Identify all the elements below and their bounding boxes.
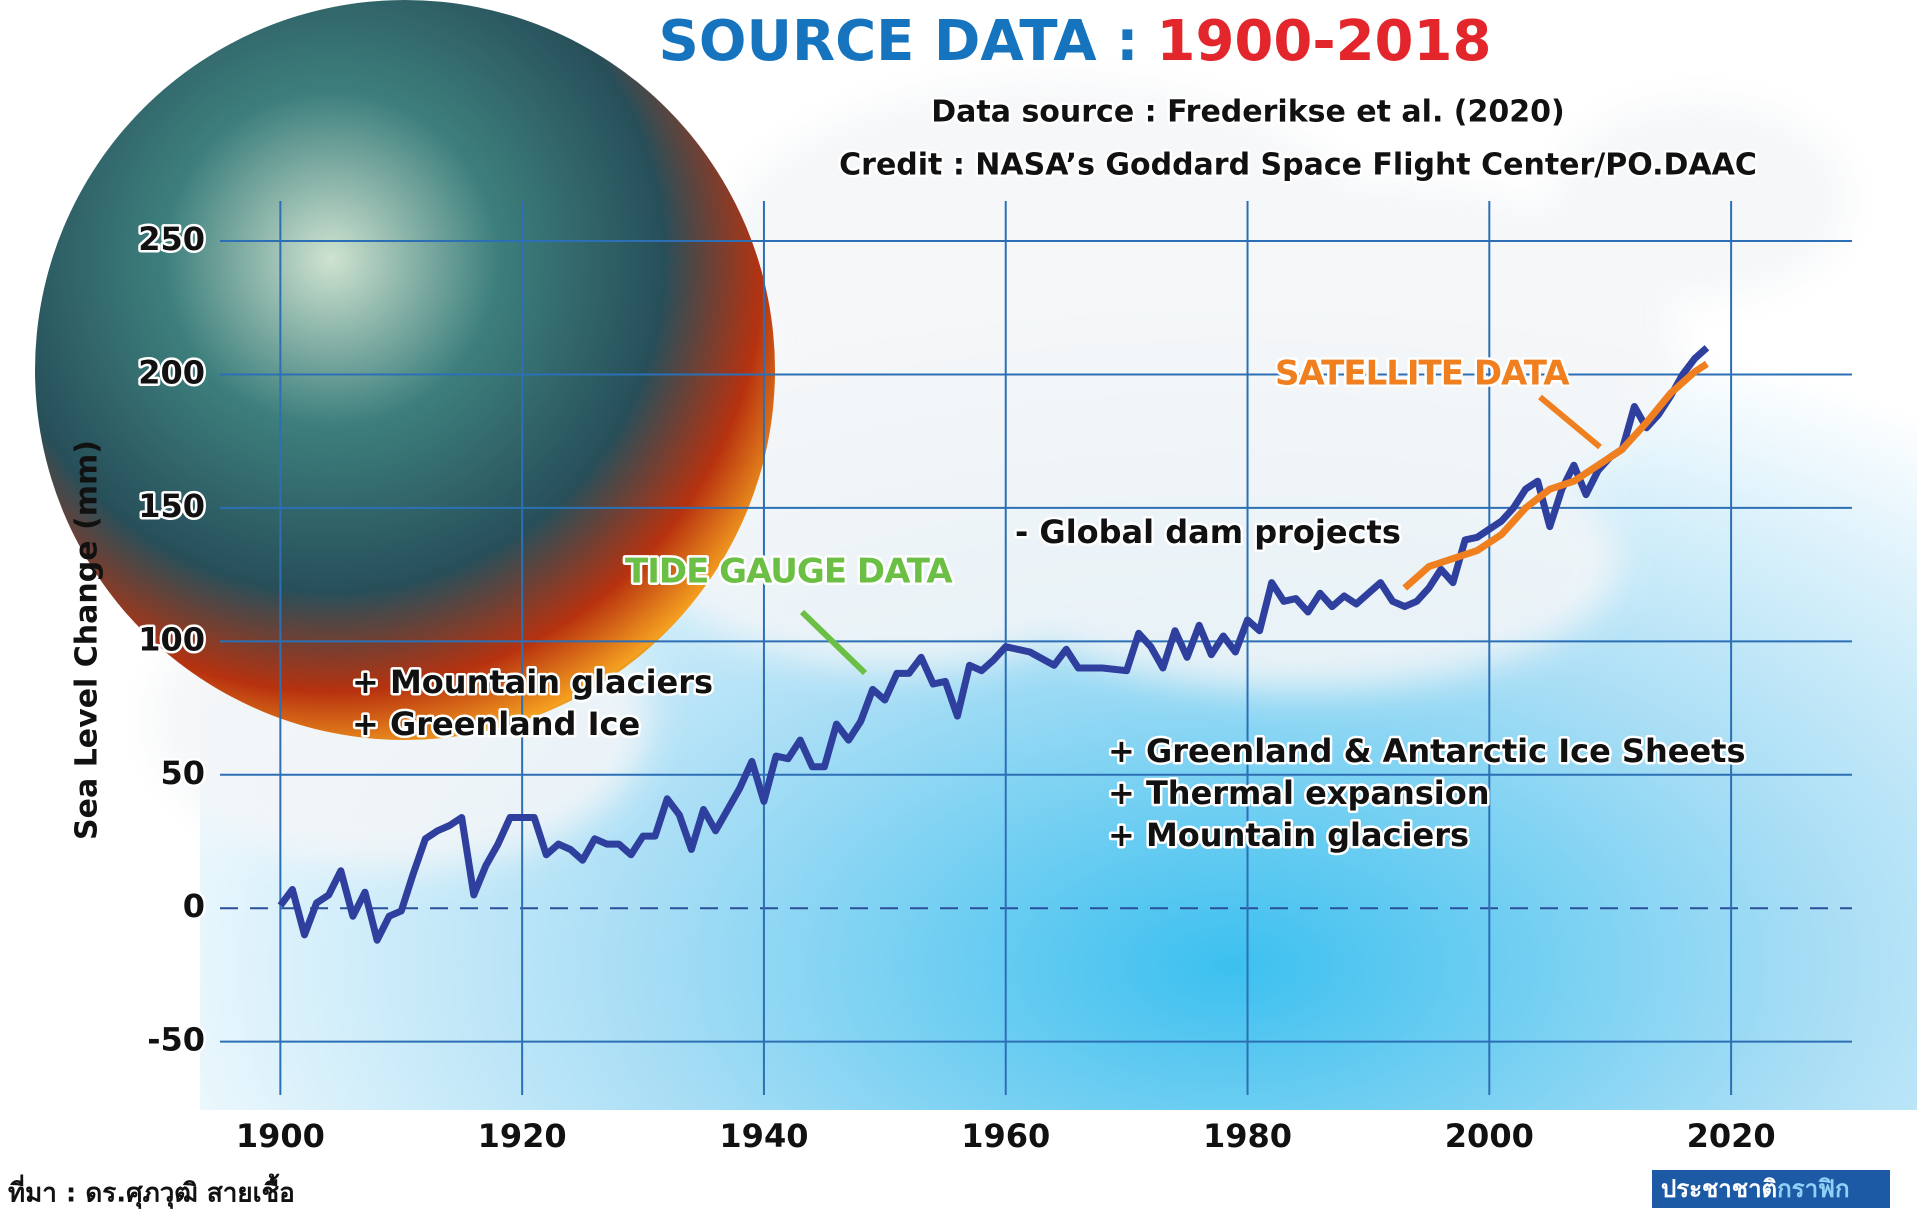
annotation: + Thermal expansion xyxy=(1108,774,1490,812)
credit: Credit : NASA’s Goddard Space Flight Cen… xyxy=(839,148,1757,183)
logo-box xyxy=(1652,1170,1890,1208)
x-tick-label: 1920 xyxy=(478,1117,567,1155)
x-tick-label: 1960 xyxy=(961,1117,1050,1155)
y-tick-label: 0 xyxy=(183,887,205,925)
annotation: - Global dam projects xyxy=(1015,513,1401,551)
x-tick-label: 1900 xyxy=(236,1117,325,1155)
annotation: + Mountain glaciers xyxy=(352,663,713,701)
y-tick-label: 250 xyxy=(138,220,205,258)
y-tick-label: 50 xyxy=(160,754,205,792)
annotation: + Greenland & Antarctic Ice Sheets xyxy=(1108,732,1745,770)
y-tick-label: 100 xyxy=(138,620,205,658)
x-tick-label: 2020 xyxy=(1687,1117,1776,1155)
pointer xyxy=(1538,394,1602,450)
x-tick-label: 1980 xyxy=(1203,1117,1292,1155)
data-line xyxy=(1402,360,1709,591)
y-tick-label: 200 xyxy=(138,353,205,391)
y-tick-label: -50 xyxy=(147,1021,205,1059)
y-axis-label: Sea Level Change (mm) xyxy=(70,440,105,840)
pointer xyxy=(799,609,868,676)
x-tick-label: 2000 xyxy=(1445,1117,1534,1155)
chart-title: SOURCE DATA :1900-2018 xyxy=(659,9,1492,74)
y-tick-label: 150 xyxy=(138,487,205,525)
annotation: + Mountain glaciers xyxy=(1108,816,1469,854)
source-note: ที่มา : ดร.ศุภวุฒิ สายเชื้อ xyxy=(8,1173,295,1210)
series-label: TIDE GAUGE DATA xyxy=(625,552,953,592)
x-tick-label: 1940 xyxy=(719,1117,808,1155)
logo: ประชาชาติกราฟิก xyxy=(1661,1175,1850,1203)
data-line xyxy=(277,345,1710,944)
series-label: SATELLITE DATA xyxy=(1275,354,1570,394)
subtitle: Data source : Frederikse et al. (2020) xyxy=(931,95,1564,130)
earth-image xyxy=(35,0,775,740)
annotation: + Greenland Ice xyxy=(352,705,640,743)
